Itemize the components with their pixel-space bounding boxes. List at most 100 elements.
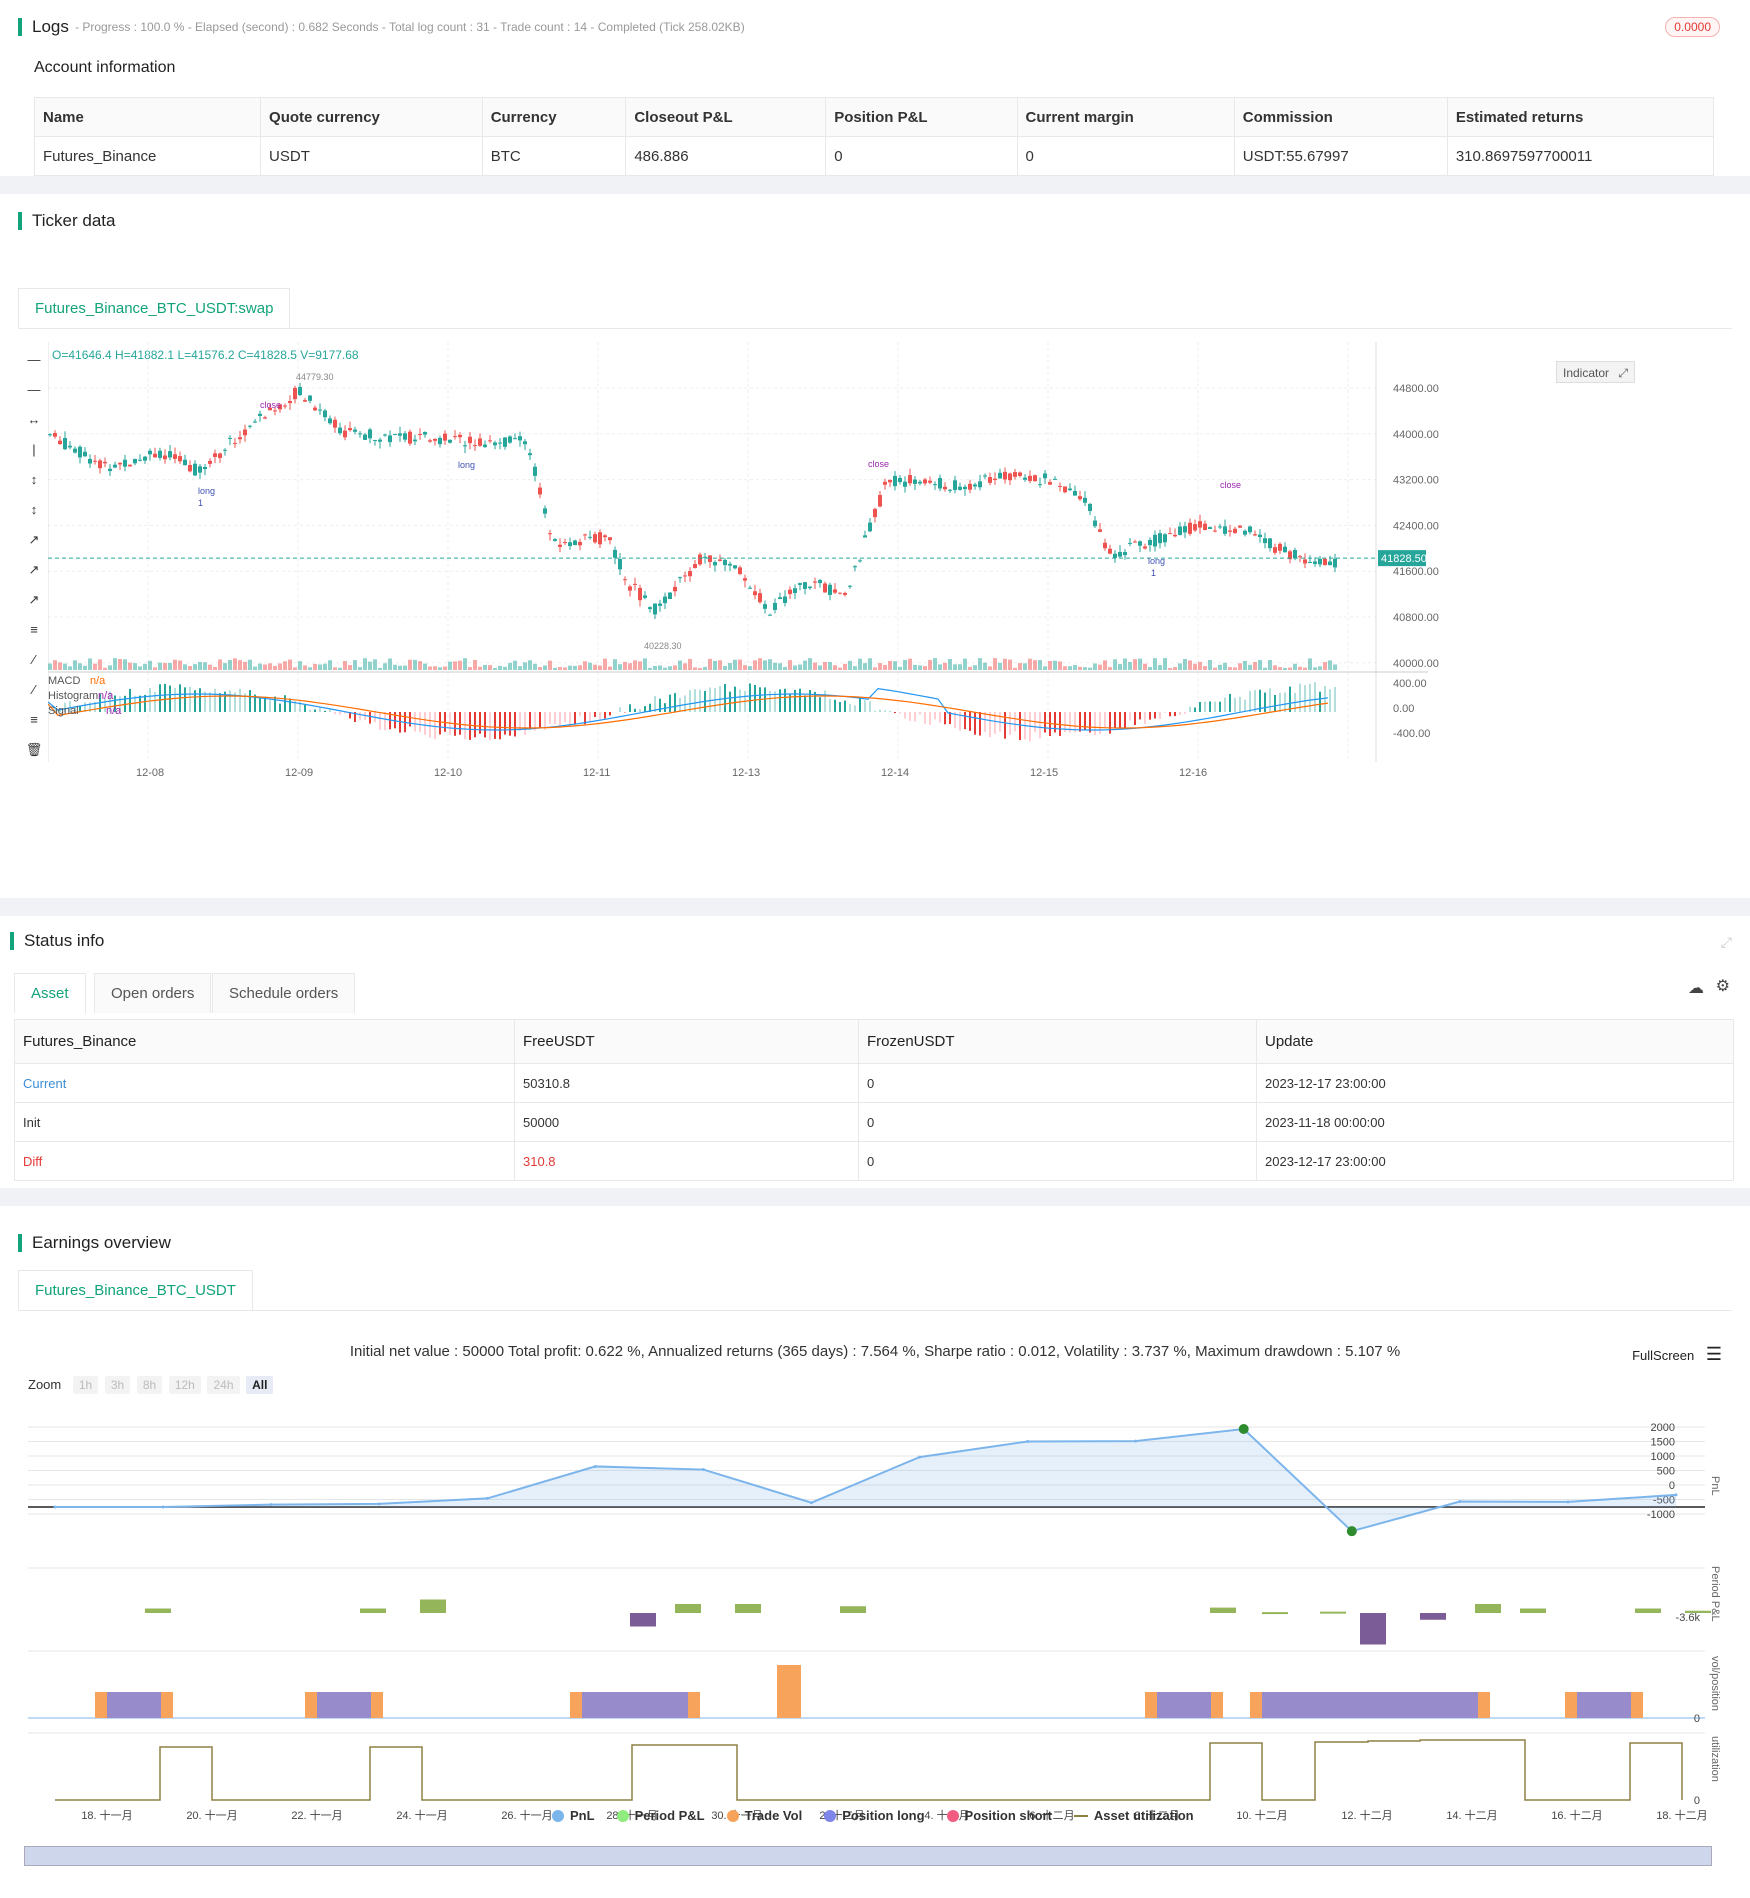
candle-body [223,449,227,451]
volume-bar [988,666,992,670]
candle-body [243,429,247,436]
candle-body [583,534,587,536]
zoom-all-button[interactable]: All [246,1376,274,1394]
volume-bar [548,660,552,670]
horizontal-ray-icon[interactable]: — [27,382,41,397]
vertical-ray-icon[interactable]: ↕ [30,472,38,487]
tab-asset[interactable]: Asset [14,973,86,1013]
tab-schedule-orders[interactable]: Schedule orders [212,973,356,1013]
volume-bar [798,664,802,670]
macd-histogram-bar [254,694,256,712]
volume-bar [263,664,267,670]
candle-body [883,481,887,485]
pnl-point [701,1468,705,1472]
volume-bar [858,658,862,670]
trend-line-icon[interactable]: ↗ [28,532,40,547]
vertical-line-icon[interactable]: | [32,442,36,457]
candle-body [273,410,277,412]
macd-histogram-bar [1249,691,1251,712]
volume-bar [163,663,167,670]
candle-body [128,464,132,467]
zoom-8h-button[interactable]: 8h [136,1376,163,1394]
ray-line-icon[interactable]: ↗ [28,562,40,577]
horizontal-line-icon[interactable]: — [27,352,41,367]
volume-bar [513,660,517,670]
settings-gear-icon[interactable]: ⚙ [1715,978,1730,995]
trade-marker-long: long [1148,556,1165,566]
cloud-download-icon[interactable]: ☁ [1688,980,1704,997]
trash-icon[interactable]: 🗑 [25,742,43,757]
earnings-chart[interactable]: 2000 1500 1000 500 0 -500 -1000 PnL -3.6k Period … [0,1206,1750,1898]
candle-body [173,454,177,459]
zoom-1h-button[interactable]: 1h [72,1376,99,1394]
macd-histogram-bar [1289,686,1291,712]
zoom-24h-button[interactable]: 24h [207,1376,240,1394]
volume-bar [313,663,317,670]
tab-open-orders[interactable]: Open orders [94,973,212,1013]
volume-bar [248,659,252,670]
volume-bar [338,667,342,670]
zoom-3h-button[interactable]: 3h [104,1376,131,1394]
macd-histogram-bar [1259,689,1261,712]
row-label-current[interactable]: Current [14,1063,515,1103]
col-header: Position P&L [825,97,1018,137]
candle-body [823,583,827,593]
tab-earnings-symbol[interactable]: Futures_Binance_BTC_USDT [18,1270,253,1310]
macd-histogram-bar [499,712,501,740]
legend-position-long[interactable]: Position long [824,1808,925,1823]
volume-bar [618,664,622,670]
candle-body [1313,561,1317,564]
macd-histogram-bar [199,688,201,712]
candlestick-chart[interactable]: 44800.00 44000.00 43200.00 42400.00 41600.00… [48,342,1748,782]
candle-body [1078,496,1082,500]
segment-line-icon[interactable]: ↗ [28,592,40,607]
legend-period-pnl[interactable]: Period P&L [616,1808,705,1823]
parallel-line-icon[interactable]: ∕ [32,652,36,667]
fibonacci-icon[interactable]: ≡ [30,712,38,727]
legend-trade-vol[interactable]: Trade Vol [726,1808,802,1823]
volume-bar [533,663,537,670]
pnl-tick-label: 500 [1657,1466,1675,1478]
col-header: Closeout P&L [625,97,827,137]
legend-asset-utilization[interactable]: Asset utilization [1073,1808,1194,1823]
macd-histogram-bar [349,712,351,719]
candle-body [1308,561,1312,563]
volume-bar [1173,667,1177,670]
fullscreen-button[interactable]: FullScreen ☰ [1632,1344,1722,1365]
candle-body [418,434,422,436]
cell: USDT:55.67997 [1233,136,1448,176]
legend-pnl[interactable]: PnL [552,1808,595,1823]
vertical-segment-icon[interactable]: ↕ [30,502,38,517]
zoom-12h-button[interactable]: 12h [168,1376,201,1394]
volume-bar [83,665,87,670]
volume-bar [358,667,362,670]
macd-histogram-bar [534,712,536,731]
macd-histogram-bar [89,702,91,712]
col-header: Futures_Binance [14,1019,515,1064]
price-line-icon[interactable]: ≡ [30,622,38,637]
volume-bar [393,664,397,670]
macd-histogram-bar [514,712,516,737]
indicator-button[interactable]: Indicator ⤢ [1556,361,1635,383]
volume-bar [1003,658,1007,670]
volume-bar [1148,666,1152,670]
col-header: Quote currency [260,97,483,137]
macd-histogram-bar [784,688,786,712]
signal-line [48,695,1329,729]
macd-histogram-bar [974,712,976,735]
navigator-scrollbar[interactable] [24,1846,1712,1866]
candle-body [268,407,272,411]
legend-label: Asset utilization [1093,1808,1194,1823]
macd-histogram-bar [879,709,881,712]
legend-position-short[interactable]: Position short [946,1808,1052,1823]
tab-ticker-symbol[interactable]: Futures_Binance_BTC_USDT:swap [18,288,291,328]
extended-line-icon[interactable]: ↔ [27,412,41,427]
volume-bar [1328,660,1332,670]
channel-icon[interactable]: ∕ [32,682,36,697]
candle-body [68,445,72,448]
collapse-icon[interactable]: ⤢ [1720,934,1732,950]
volume-bar [543,665,547,670]
macd-histogram-bar [519,712,521,731]
candle-body [728,563,732,566]
volume-bar [1268,659,1272,670]
